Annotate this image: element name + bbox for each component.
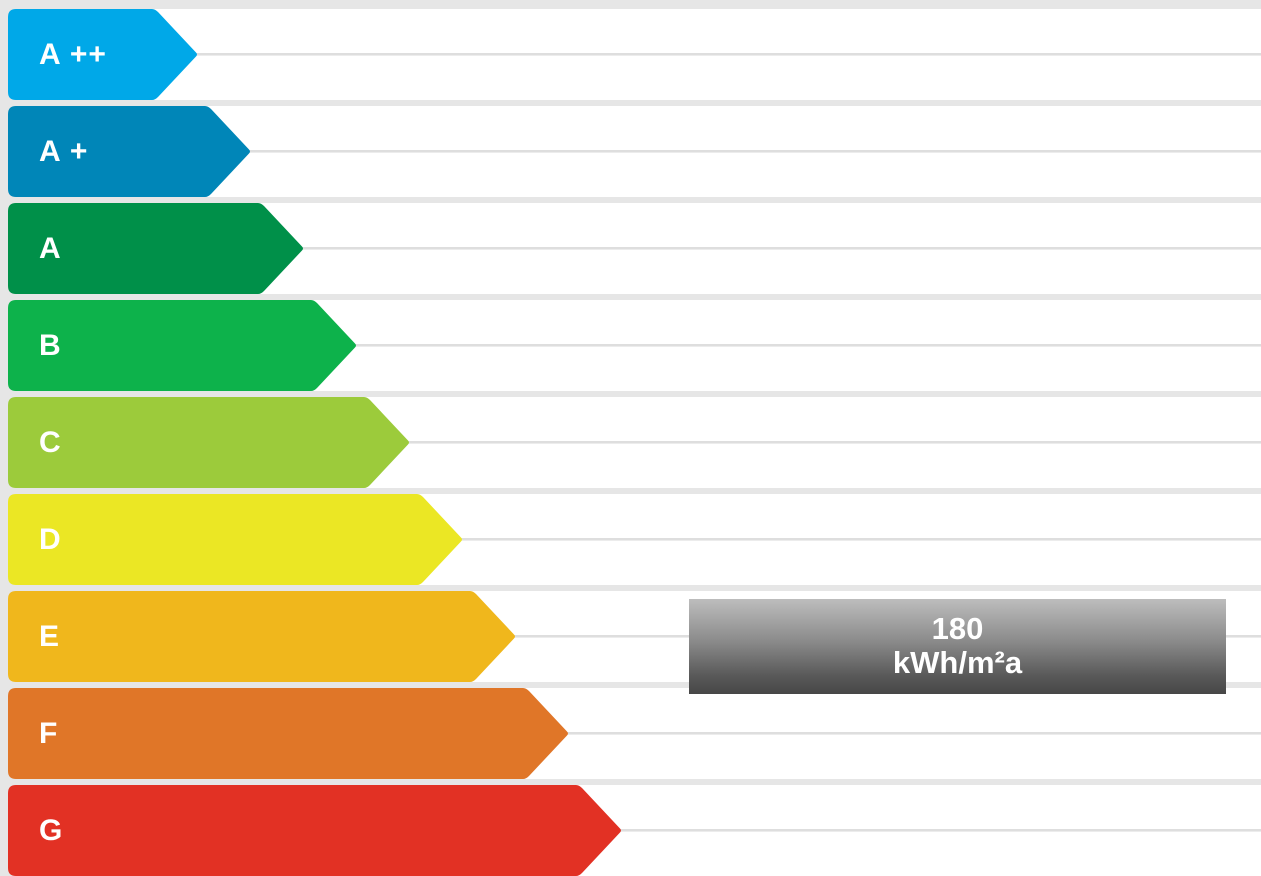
energy-class-row: B (0, 300, 1261, 391)
energy-class-label: A (39, 232, 62, 265)
energy-class-row: A ++ (0, 9, 1261, 100)
energy-class-arrow (8, 591, 516, 682)
energy-class-row: G (0, 785, 1261, 876)
energy-class-arrow (8, 494, 463, 585)
energy-class-label: C (39, 426, 62, 459)
energy-value: 180 (931, 611, 984, 646)
energy-class-label: D (39, 523, 62, 556)
energy-unit: kWh/m²a (892, 645, 1023, 680)
energy-value-indicator: 180 kWh/m²a (689, 599, 1226, 694)
energy-class-arrow (8, 397, 410, 488)
energy-class-arrow (8, 203, 304, 294)
energy-class-arrow (8, 785, 622, 876)
energy-class-row: A (0, 203, 1261, 294)
energy-class-label: G (39, 814, 64, 847)
energy-class-label: B (39, 329, 62, 362)
energy-class-arrow (8, 688, 569, 779)
energy-class-row: A + (0, 106, 1261, 197)
energy-class-row: D (0, 494, 1261, 585)
energy-class-row: F (0, 688, 1261, 779)
energy-class-label: E (39, 620, 61, 653)
energy-class-arrow (8, 106, 251, 197)
energy-class-label: A ++ (39, 38, 107, 71)
scale-track (8, 9, 1261, 100)
energy-class-label: F (39, 717, 59, 750)
energy-class-row: C (0, 397, 1261, 488)
energy-class-arrow (8, 9, 198, 100)
energy-class-label: A + (39, 135, 89, 168)
energy-class-arrow (8, 300, 357, 391)
